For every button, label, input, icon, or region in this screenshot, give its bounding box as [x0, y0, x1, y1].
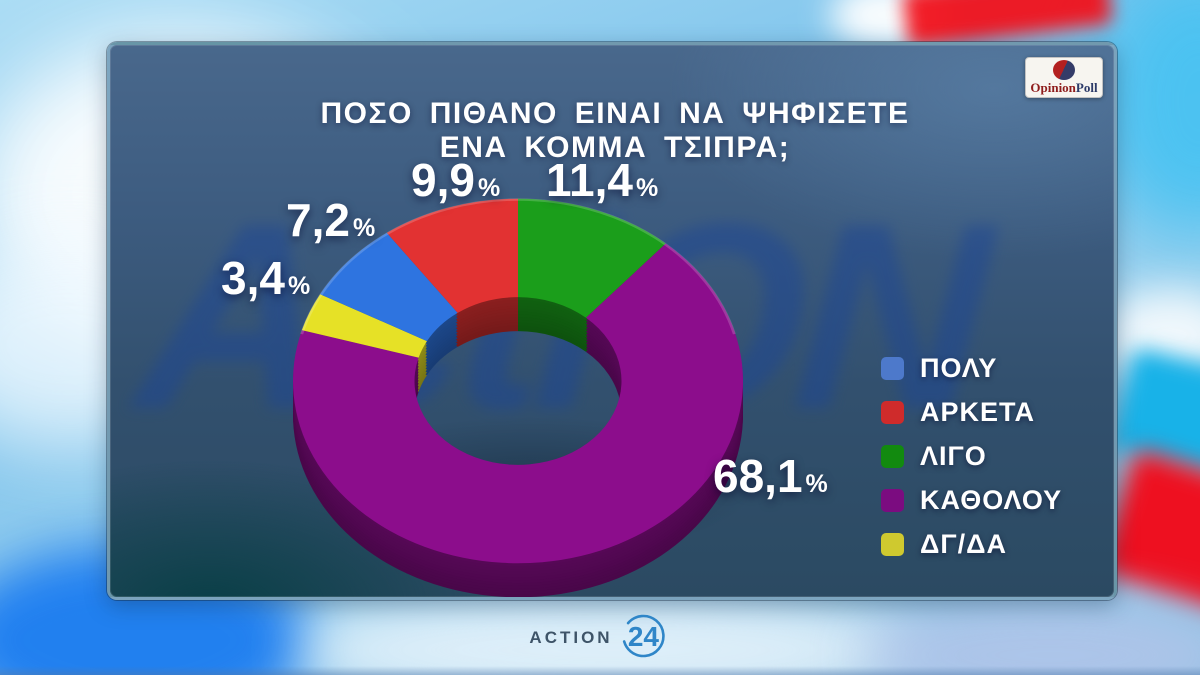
bg-periwinkle-bottom-right [860, 600, 1200, 675]
action24-logo: ACTION 24 [529, 608, 670, 662]
callout-poly-unit: % [352, 214, 376, 242]
legend-swatch-dgda [881, 532, 904, 556]
opinionpoll-logo-icon [1053, 60, 1075, 80]
callout-arketa-value: 9,9 [411, 154, 475, 206]
legend-item-katholoy: ΚΑΘΟΛΟΥ [881, 485, 1062, 515]
callout-ligo-unit: % [636, 174, 659, 202]
callout-dgda: 3,4 % [221, 255, 310, 301]
opinionpoll-wordmark-poll: Poll [1075, 80, 1098, 95]
opinionpoll-badge: OpinionPoll [1025, 57, 1103, 98]
legend-swatch-poly [881, 356, 904, 380]
legend-label-katholoy: ΚΑΘΟΛΟΥ [920, 484, 1063, 515]
callout-ligo-value: 11,4 [546, 154, 633, 206]
opinionpoll-wordmark-opinion: Opinion [1030, 80, 1076, 95]
legend-swatch-ligo [881, 444, 904, 468]
legend-item-arketa: ΑΡΚΕΤΑ [881, 397, 1062, 427]
legend-item-ligo: ΛΙΓΟ [881, 441, 1062, 471]
legend-item-dgda: ΔΓ/ΔΑ [881, 529, 1062, 559]
action24-circle-icon: 24 [622, 614, 665, 658]
legend-label-ligo: ΛΙΓΟ [920, 440, 987, 471]
poll-question-line2: ΕΝΑ ΚΟΜΜΑ ΤΣΙΠΡΑ; [439, 131, 791, 164]
legend-swatch-arketa [881, 400, 904, 424]
bg-cyan-shape-right [1109, 347, 1200, 478]
poll-panel: ActiON ΠΟΣΟ ΠΙΘΑΝΟ ΕΙΝΑΙ ΝΑ ΨΗΦΙΣΕΤΕ ΕΝΑ… [107, 42, 1117, 600]
callout-ligo: 11,4 % [546, 157, 658, 203]
callout-katholoy-value: 68,1 [713, 450, 803, 502]
callout-katholoy: 68,1 % [713, 453, 828, 499]
callout-dgda-unit: % [287, 272, 311, 300]
callout-arketa: 9,9 % [411, 157, 500, 203]
callout-katholoy-unit: % [805, 470, 828, 498]
bg-bottom-edge [0, 666, 1200, 675]
opinionpoll-wordmark: OpinionPoll [1030, 80, 1097, 95]
poll-question-line1: ΠΟΣΟ ΠΙΘΑΝΟ ΕΙΝΑΙ ΝΑ ΨΗΦΙΣΕΤΕ [320, 97, 910, 130]
callout-arketa-unit: % [477, 174, 501, 202]
legend-label-poly: ΠΟΛΥ [920, 352, 998, 383]
callout-poly: 7,2 % [286, 197, 375, 243]
callout-dgda-value: 3,4 [221, 252, 285, 304]
donut-chart [293, 198, 743, 597]
action24-number: 24 [628, 621, 660, 652]
callout-poly-value: 7,2 [286, 194, 350, 246]
poll-question-title: ΠΟΣΟ ΠΙΘΑΝΟ ΕΙΝΑΙ ΝΑ ΨΗΦΙΣΕΤΕ ΕΝΑ ΚΟΜΜΑ … [110, 97, 1114, 165]
legend-label-arketa: ΑΡΚΕΤΑ [920, 396, 1036, 427]
legend: ΠΟΛΥ ΑΡΚΕΤΑ ΛΙΓΟ ΚΑΘΟΛΟΥ ΔΓ/ΔΑ [881, 353, 1062, 573]
action24-wordmark: ACTION [529, 628, 613, 647]
legend-label-dgda: ΔΓ/ΔΑ [920, 528, 1008, 559]
legend-swatch-katholoy [881, 488, 904, 512]
legend-item-poly: ΠΟΛΥ [881, 353, 1062, 383]
